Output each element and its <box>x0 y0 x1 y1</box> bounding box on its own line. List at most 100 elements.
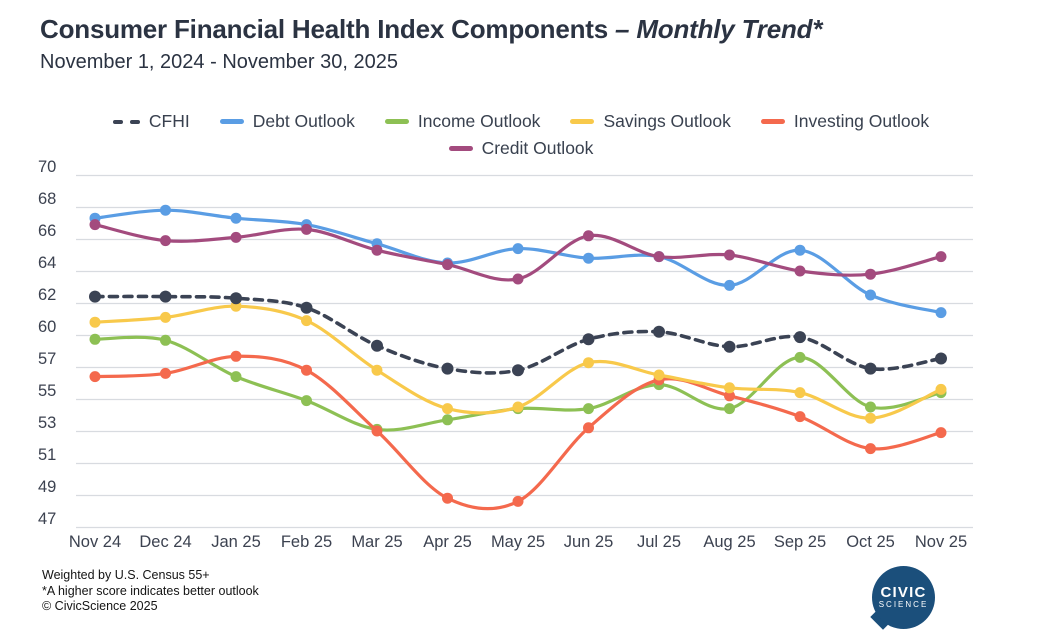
y-tick-label-55: 55 <box>38 382 56 400</box>
x-tick-label-jul-25: Jul 25 <box>637 533 681 551</box>
point-investing-outlook-may-25 <box>512 495 524 507</box>
y-tick-label-60: 60 <box>38 318 56 336</box>
point-investing-outlook-jun-25 <box>583 422 594 434</box>
title-emphasis: – Monthly Trend* <box>615 14 823 44</box>
civicscience-logo: CIVIC SCIENCE <box>870 566 938 632</box>
x-tick-label-may-25: May 25 <box>491 533 545 551</box>
legend-label: CFHI <box>148 111 190 131</box>
legend-label: Investing Outlook <box>793 111 930 131</box>
logo-text-science: SCIENCE <box>878 600 929 609</box>
point-investing-outlook-nov-25 <box>935 427 947 439</box>
legend-row-1: CFHI Debt Outlook Income Outlook Savings Ou… <box>0 108 1042 135</box>
point-credit-outlook-aug-25 <box>724 249 735 261</box>
x-tick-label-sep-25: Sep 25 <box>774 533 826 551</box>
page-title: Consumer Financial Health Index Componen… <box>40 14 822 45</box>
legend-item-savings-outlook: Savings Outlook <box>570 111 731 132</box>
point-investing-outlook-oct-25 <box>865 443 876 455</box>
point-income-outlook-jan-25 <box>230 371 242 383</box>
legend-label: Savings Outlook <box>603 111 731 131</box>
point-cfhi-feb-25 <box>300 301 313 314</box>
x-tick-label-oct-25: Oct 25 <box>846 533 895 551</box>
legend-label: Credit Outlook <box>481 138 594 158</box>
legend-item-credit-outlook: Credit Outlook <box>448 138 594 159</box>
savings-outlook-swatch-icon <box>570 119 595 124</box>
x-tick-label-feb-25: Feb 25 <box>281 533 332 551</box>
point-credit-outlook-oct-25 <box>865 268 876 280</box>
logo-speech-bubble: CIVIC SCIENCE <box>872 566 935 629</box>
x-tick-label-jun-25: Jun 25 <box>564 533 614 551</box>
point-income-outlook-oct-25 <box>865 401 876 413</box>
point-debt-outlook-may-25 <box>512 243 524 255</box>
point-credit-outlook-nov-24 <box>89 219 101 231</box>
point-savings-outlook-mar-25 <box>371 364 383 376</box>
point-savings-outlook-nov-24 <box>89 316 101 328</box>
y-tick-label-49: 49 <box>38 478 56 496</box>
point-debt-outlook-sep-25 <box>794 244 806 256</box>
point-cfhi-dec-24 <box>159 290 172 303</box>
legend: CFHI Debt Outlook Income Outlook Savings Ou… <box>0 108 1042 162</box>
legend-label: Debt Outlook <box>252 111 355 131</box>
point-debt-outlook-nov-25 <box>935 307 947 319</box>
point-cfhi-apr-25 <box>441 362 454 375</box>
footnote-copyright: © CivicScience 2025 <box>42 599 158 613</box>
point-cfhi-mar-25 <box>371 339 383 352</box>
point-credit-outlook-jan-25 <box>230 231 242 243</box>
point-savings-outlook-jun-25 <box>583 357 594 369</box>
debt-outlook-swatch-icon <box>219 119 244 124</box>
point-credit-outlook-mar-25 <box>371 244 383 256</box>
legend-label: Income Outlook <box>417 111 541 131</box>
point-cfhi-jun-25 <box>582 333 595 346</box>
point-income-outlook-nov-24 <box>89 333 101 345</box>
point-investing-outlook-nov-24 <box>89 371 101 383</box>
point-investing-outlook-feb-25 <box>301 364 312 376</box>
income-outlook-swatch-icon <box>384 119 409 124</box>
point-debt-outlook-jan-25 <box>230 212 242 224</box>
point-income-outlook-dec-24 <box>160 334 171 346</box>
point-cfhi-nov-25 <box>935 352 947 365</box>
point-investing-outlook-jan-25 <box>230 350 242 362</box>
point-debt-outlook-dec-24 <box>160 204 171 216</box>
x-tick-label-jan-25: Jan 25 <box>211 533 261 551</box>
point-savings-outlook-jul-25 <box>653 369 665 381</box>
legend-row-2: Credit Outlook <box>0 135 1042 162</box>
credit-outlook-swatch-icon <box>448 146 473 151</box>
point-credit-outlook-nov-25 <box>935 251 947 263</box>
investing-outlook-swatch-icon <box>760 119 785 124</box>
chart-header: Consumer Financial Health Index Componen… <box>40 14 822 74</box>
footnotes: Weighted by U.S. Census 55+ *A higher sc… <box>42 568 259 615</box>
legend-item-cfhi: CFHI <box>112 111 190 132</box>
point-income-outlook-sep-25 <box>794 351 806 363</box>
y-tick-label-57: 57 <box>38 350 56 368</box>
x-tick-label-nov-25: Nov 25 <box>915 533 967 551</box>
series-line-debt-outlook <box>93 208 943 315</box>
legend-item-investing-outlook: Investing Outlook <box>760 111 930 132</box>
point-income-outlook-aug-25 <box>724 403 735 415</box>
x-tick-label-dec-24: Dec 24 <box>139 533 191 551</box>
date-range-subtitle: November 1, 2024 - November 30, 2025 <box>40 51 398 73</box>
point-credit-outlook-may-25 <box>512 273 524 285</box>
logo-text-civic: CIVIC <box>880 584 927 601</box>
point-credit-outlook-dec-24 <box>160 235 171 247</box>
chart: 70 68 66 64 62 60 57 55 53 51 49 47 Nov 24 Dec 24 Jan … <box>0 158 1042 560</box>
point-cfhi-oct-25 <box>864 362 877 375</box>
point-income-outlook-apr-25 <box>442 414 453 426</box>
point-savings-outlook-apr-25 <box>442 403 453 415</box>
y-tick-label-66: 66 <box>38 222 56 240</box>
y-tick-label-70: 70 <box>38 160 56 176</box>
point-credit-outlook-jun-25 <box>583 230 594 242</box>
y-tick-label-53: 53 <box>38 414 56 432</box>
point-debt-outlook-aug-25 <box>724 279 735 291</box>
x-tick-label-aug-25: Aug 25 <box>703 533 755 551</box>
point-debt-outlook-oct-25 <box>865 289 876 301</box>
footnote-weighting: Weighted by U.S. Census 55+ <box>42 568 210 582</box>
point-investing-outlook-aug-25 <box>724 390 735 402</box>
point-cfhi-nov-24 <box>89 290 101 303</box>
chart-canvas: 70 68 66 64 62 60 57 55 53 51 49 47 Nov 24 Dec 24 Jan … <box>38 158 973 551</box>
y-tick-label-68: 68 <box>38 190 56 208</box>
y-tick-label-47: 47 <box>38 510 56 528</box>
point-investing-outlook-sep-25 <box>794 411 806 423</box>
point-cfhi-may-25 <box>512 364 524 377</box>
x-tick-label-nov-24: Nov 24 <box>69 533 121 551</box>
point-cfhi-jan-25 <box>230 292 242 305</box>
point-cfhi-jul-25 <box>653 325 665 338</box>
